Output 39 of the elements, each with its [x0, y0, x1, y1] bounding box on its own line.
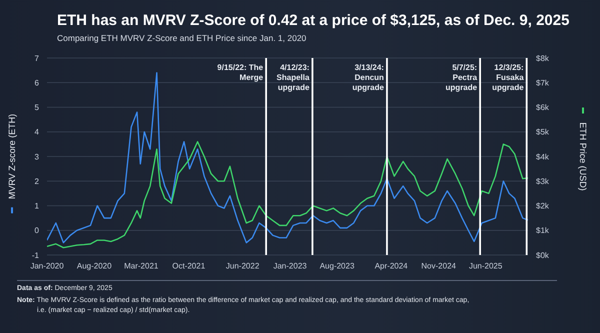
y-axis-title: MVRV Z-score (ETH) — [7, 114, 17, 200]
x-tick-label: Nov-2024 — [421, 262, 457, 271]
x-tick-label: Aug-2023 — [320, 262, 355, 271]
ref-line-label: 4/12/23: Shapella upgrade — [276, 63, 310, 92]
chart-subtitle: Comparing ETH MVRV Z-Score and ETH Price since Jan. 1, 2020 — [57, 33, 306, 43]
y2-tick-label: $4k — [536, 152, 550, 162]
ref-line-label: 5/7/25: Pectra upgrade — [446, 63, 478, 92]
y-tick-label: 1 — [34, 202, 40, 211]
y2-tick-label: $0k — [536, 250, 550, 260]
y2-tick-label: $5k — [536, 128, 550, 137]
y2-tick-label: $7k — [536, 78, 550, 88]
x-tick-label: Apr-2024 — [374, 262, 408, 271]
y2-tick-label: $1k — [536, 226, 550, 236]
line-series — [47, 72, 528, 244]
chart-title: ETH has an MVRV Z-Score of 0.42 at a price of $3,125, as of Dec. 9, 2025 — [57, 12, 570, 29]
y2-tick-label: $3k — [536, 176, 550, 186]
ref-line-label: 9/15/22: The Merge — [217, 63, 264, 82]
x-tick-label: Oct-2021 — [172, 262, 206, 271]
y-tick-label: 2 — [34, 176, 40, 186]
y-tick-label: 6 — [34, 78, 40, 88]
y2-tick-label: $6k — [536, 103, 550, 112]
ref-line-label: 3/13/24: Dencun upgrade — [352, 63, 385, 92]
x-tick-label: Jan-2023 — [273, 262, 308, 271]
x-tick-label: Jun-2022 — [226, 262, 260, 271]
x-tick-label: Jan-2020 — [30, 262, 64, 271]
ref-line-label: 12/3/25: Fusaka upgrade — [492, 63, 524, 92]
x-tick-label: Mar-2021 — [124, 262, 159, 271]
y-tick-label: 3 — [34, 152, 40, 162]
line-series — [47, 141, 528, 248]
y2-tick-label: $2k — [536, 202, 550, 211]
y-tick-label: 0 — [34, 226, 40, 236]
y-tick-label: 5 — [34, 103, 40, 112]
y2-axis-title: ETH Price (USD) — [578, 122, 588, 191]
y-tick-label: -1 — [32, 250, 40, 260]
y-tick-label: 4 — [34, 128, 40, 137]
y-tick-label: 7 — [34, 54, 40, 63]
x-tick-label: Jun-2025 — [468, 262, 503, 271]
y2-tick-label: $8k — [536, 54, 550, 63]
x-tick-label: Aug-2020 — [76, 262, 112, 271]
